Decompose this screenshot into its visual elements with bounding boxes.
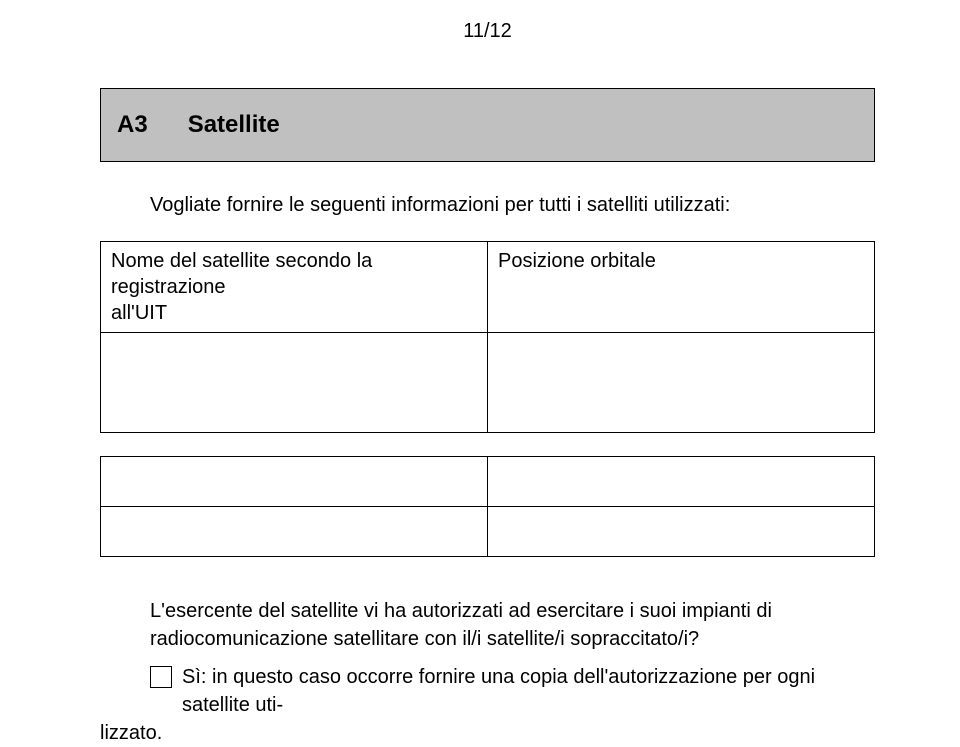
col1-header: Nome del satellite secondo la registrazi… bbox=[101, 242, 488, 333]
table-cell[interactable] bbox=[488, 507, 875, 557]
intro-text: Vogliate fornire le seguenti informazion… bbox=[150, 192, 875, 219]
checkbox-yes[interactable] bbox=[150, 666, 172, 688]
page: 11/12 A3 Satellite Vogliate fornire le s… bbox=[0, 0, 960, 740]
section-title: Satellite bbox=[188, 111, 280, 139]
checkbox-line: Sì: in questo caso occorre fornire una c… bbox=[150, 663, 875, 719]
section-header-box: A3 Satellite bbox=[100, 88, 875, 162]
col1-line1: Nome del satellite secondo la registrazi… bbox=[111, 248, 477, 300]
table-cell[interactable] bbox=[101, 457, 488, 507]
table-row bbox=[101, 457, 875, 507]
table-header-row: Nome del satellite secondo la registrazi… bbox=[101, 242, 875, 333]
col1-line2: all'UIT bbox=[111, 300, 477, 326]
section-label: A3 bbox=[117, 111, 148, 139]
question-block: L'esercente del satellite vi ha autorizz… bbox=[150, 597, 875, 747]
table-row bbox=[101, 383, 875, 433]
satellite-table: Nome del satellite secondo la registrazi… bbox=[100, 241, 875, 557]
col2-header: Posizione orbitale bbox=[488, 242, 875, 333]
table-row bbox=[101, 333, 875, 383]
table-cell[interactable] bbox=[488, 383, 875, 433]
checkbox-label-line2: lizzato. bbox=[100, 719, 875, 747]
table-cell[interactable] bbox=[101, 383, 488, 433]
question-text: L'esercente del satellite vi ha autorizz… bbox=[150, 597, 875, 653]
table-cell[interactable] bbox=[488, 333, 875, 383]
table-cell[interactable] bbox=[101, 333, 488, 383]
table-gap bbox=[101, 433, 875, 457]
table-row bbox=[101, 507, 875, 557]
table-cell[interactable] bbox=[488, 457, 875, 507]
table-cell[interactable] bbox=[101, 507, 488, 557]
page-number: 11/12 bbox=[100, 20, 875, 43]
checkbox-label-line1: Sì: in questo caso occorre fornire una c… bbox=[182, 663, 875, 719]
